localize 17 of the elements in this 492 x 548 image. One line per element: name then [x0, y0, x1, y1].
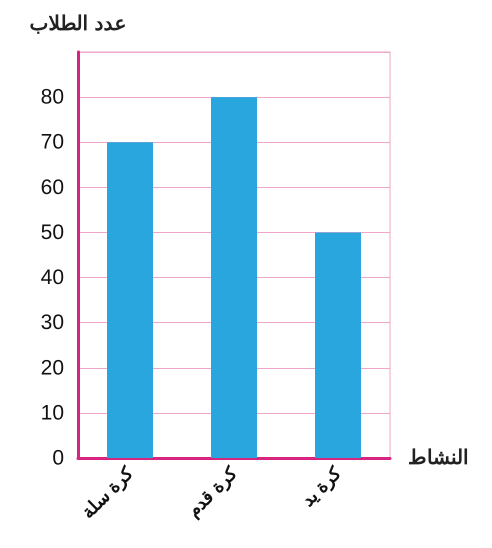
y-tick-label: 60	[40, 176, 64, 199]
y-tick-label: 40	[40, 266, 64, 290]
bar	[315, 232, 361, 458]
x-tick-label: كرة سلة	[78, 462, 138, 524]
y-tick-label: 30	[40, 311, 64, 334]
x-tick-label: كرة يد	[298, 462, 346, 512]
y-tick-label: 70	[40, 130, 64, 154]
y-tick-label: 0	[52, 446, 64, 470]
bar	[107, 142, 153, 458]
x-axis-title: النشاط	[408, 447, 469, 469]
x-tick-label: كرة قدم	[183, 462, 242, 522]
y-tick-label: 20	[40, 356, 64, 380]
y-tick-label: 50	[40, 220, 64, 244]
y-tick-label: 80	[40, 86, 64, 109]
y-tick-label: 10	[40, 401, 64, 424]
bar	[211, 97, 257, 458]
y-axis-title: عدد الطلاب	[30, 13, 126, 35]
